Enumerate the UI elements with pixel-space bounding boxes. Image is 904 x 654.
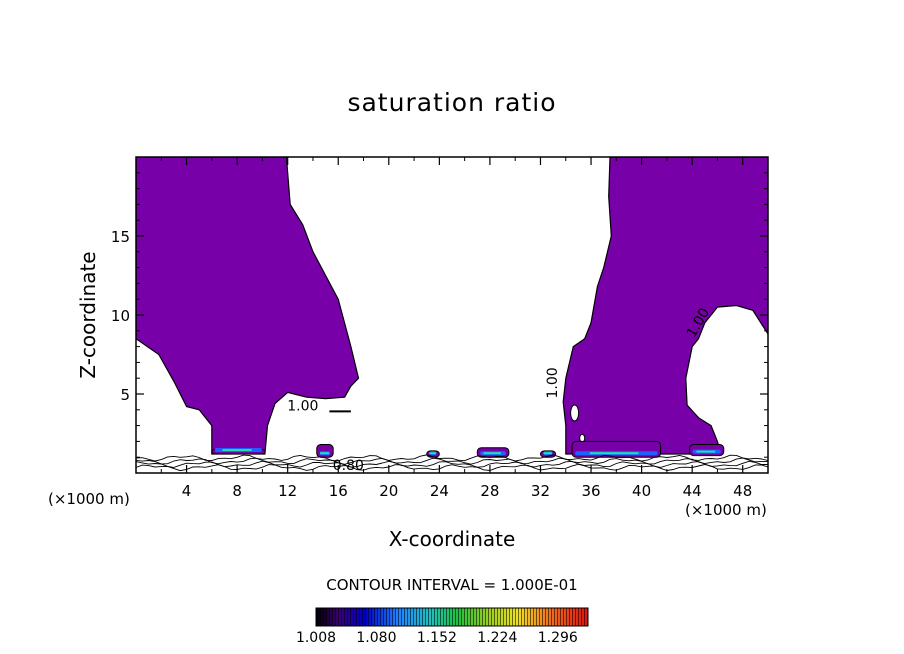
plot-content xyxy=(136,157,768,472)
low-level-core-bright xyxy=(222,449,252,452)
right-saturation-region xyxy=(562,157,768,455)
colorbar: 1.008 1.080 1.152 1.224 1.296 xyxy=(296,607,589,646)
colorbar-label: 1.080 xyxy=(356,630,396,646)
y-tick-label: 5 xyxy=(120,386,130,404)
colorbar-frame xyxy=(315,607,589,627)
y-tick-label: 15 xyxy=(111,228,130,246)
low-level-patch xyxy=(316,444,334,458)
colorbar-stripes xyxy=(316,608,588,626)
x-tick-label: 4 xyxy=(182,482,192,500)
low-level-core-bright xyxy=(429,452,437,455)
x-unit-right: (×1000 m) xyxy=(685,501,767,519)
x-tick-label: 36 xyxy=(581,482,600,500)
x-unit-left: (×1000 m) xyxy=(48,490,130,508)
y-tick-label: 10 xyxy=(111,307,130,325)
colorbar-label: 1.008 xyxy=(296,630,336,646)
colorbar-label: 1.224 xyxy=(477,630,517,646)
contour-interval-text: CONTOUR INTERVAL = 1.000E-01 xyxy=(326,576,578,594)
contour-label: 1.00 xyxy=(545,367,561,398)
x-tick-label: 8 xyxy=(232,482,242,500)
contour-label: 1.00 xyxy=(287,399,318,415)
low-level-core-bright xyxy=(589,452,639,455)
x-tick-label: 12 xyxy=(278,482,297,500)
low-level-core-bright xyxy=(483,452,501,455)
chart-title: saturation ratio xyxy=(347,88,557,117)
low-level-core-bright xyxy=(696,450,716,453)
x-tick-label: 40 xyxy=(632,482,651,500)
low-level-core-bright xyxy=(320,452,330,455)
x-tick-label: 32 xyxy=(531,482,550,500)
contour-label: 0.80 xyxy=(333,458,364,474)
x-tick-label: 28 xyxy=(480,482,499,500)
x-tick-label: 16 xyxy=(329,482,348,500)
plot-area: 1.001.001.000.80 xyxy=(136,157,768,474)
surface-contour-line xyxy=(136,457,768,465)
surface-contour-line xyxy=(136,463,768,472)
x-tick-label: 20 xyxy=(379,482,398,500)
region-hole xyxy=(570,404,580,422)
x-tick-label: 48 xyxy=(733,482,752,500)
low-level-core-bright xyxy=(543,452,552,455)
x-tick-label: 24 xyxy=(430,482,449,500)
left-saturation-region xyxy=(136,157,360,455)
x-axis-label: X-coordinate xyxy=(388,527,516,551)
surface-contour-line xyxy=(136,454,768,462)
colorbar-label: 1.296 xyxy=(538,630,578,646)
surface-contour-line xyxy=(136,460,768,468)
colorbar-label: 1.152 xyxy=(417,630,457,646)
x-tick-label: 44 xyxy=(683,482,702,500)
